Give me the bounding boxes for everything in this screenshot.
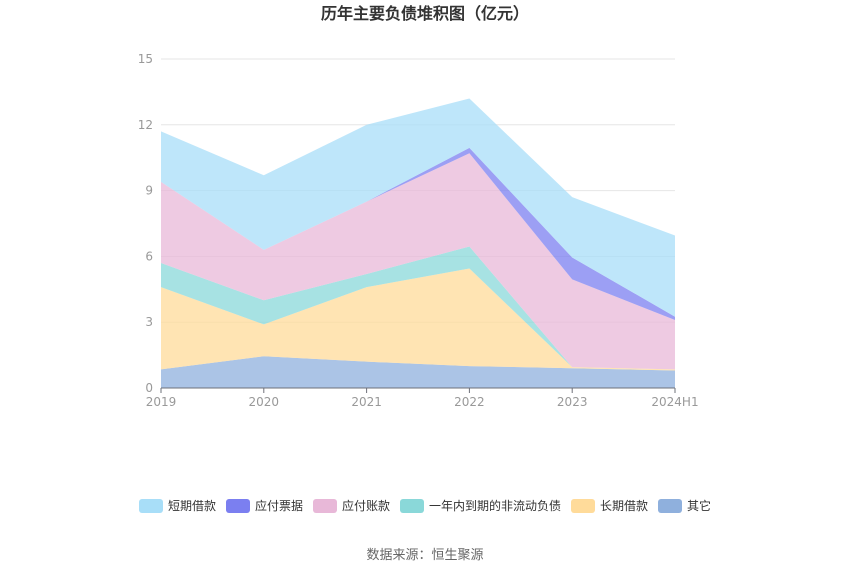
legend-item[interactable]: 其它 [658, 498, 711, 513]
legend-item[interactable]: 应付票据 [226, 498, 303, 513]
x-tick-label: 2022 [454, 395, 485, 409]
x-tick-label: 2021 [351, 395, 382, 409]
legend-label: 应付票据 [255, 498, 303, 513]
legend-label: 短期借款 [168, 499, 216, 513]
area-1 [161, 268, 675, 371]
chart-title: 历年主要负债堆积图（亿元） [321, 4, 529, 23]
y-tick-label: 0 [145, 381, 153, 395]
legend-swatch [400, 499, 424, 513]
area-5 [161, 98, 675, 317]
legend-label: 应付账款 [342, 498, 390, 513]
x-tick-label: 2019 [146, 395, 177, 409]
y-tick-label: 15 [138, 52, 153, 66]
legend-item[interactable]: 长期借款 [571, 499, 648, 513]
y-tick-label: 6 [145, 249, 153, 263]
area-series [161, 98, 675, 388]
area-0 [161, 356, 675, 388]
legend-swatch [139, 499, 163, 513]
legend-item[interactable]: 一年内到期的非流动负债 [400, 498, 561, 513]
area-3 [161, 153, 675, 370]
y-tick-label: 9 [145, 184, 153, 198]
source-note: 数据来源：恒生聚源 [366, 548, 483, 563]
x-tick-label: 2020 [249, 395, 280, 409]
legend-swatch [658, 499, 682, 513]
legend-swatch [571, 499, 595, 513]
legend-swatch [313, 499, 337, 513]
legend-label: 一年内到期的非流动负债 [429, 498, 561, 513]
legend-item[interactable]: 应付账款 [313, 498, 390, 513]
legend-swatch [226, 499, 250, 513]
legend-item[interactable]: 短期借款 [139, 499, 216, 513]
y-tick-label: 3 [145, 315, 153, 329]
x-tick-label: 2024H1 [651, 395, 698, 409]
legend[interactable]: 短期借款 应付票据 应付账款 一年内到期的非流动负债 长期借款 其它 [139, 498, 711, 513]
axes: 0 3 6 9 12 15 2019 2020 2021 2022 2023 2024H1 [138, 52, 699, 409]
legend-label: 其它 [687, 498, 711, 513]
area-2 [161, 246, 675, 370]
y-tick-label: 12 [138, 118, 153, 132]
x-tick-label: 2023 [557, 395, 588, 409]
legend-label: 长期借款 [600, 499, 648, 513]
